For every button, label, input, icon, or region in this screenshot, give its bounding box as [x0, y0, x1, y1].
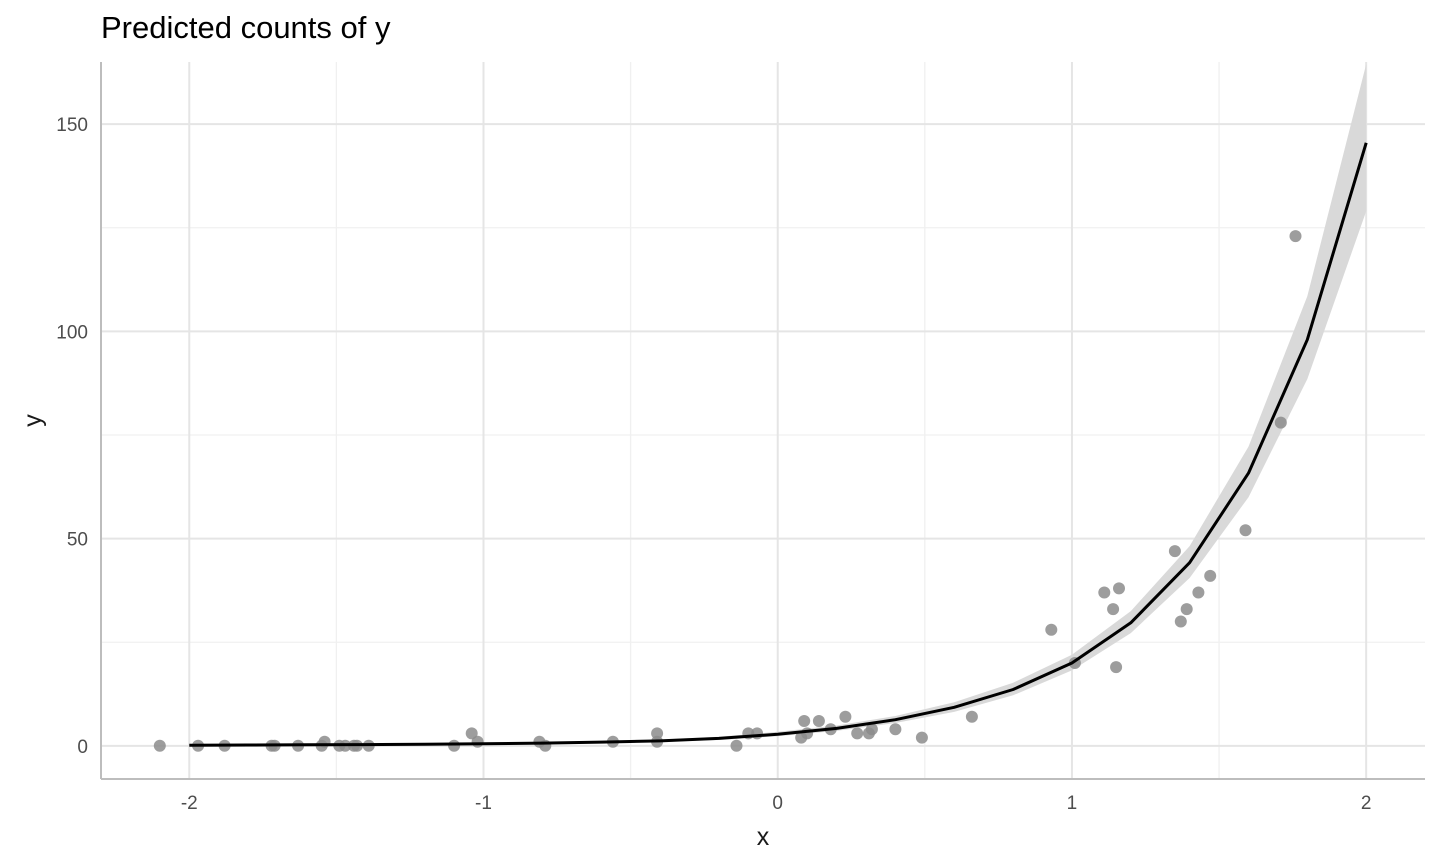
grid-minor: [101, 62, 1425, 779]
fit-line-layer: [189, 142, 1368, 747]
data-point: [1192, 586, 1205, 599]
x-tick-label: 0: [772, 793, 783, 814]
x-tick-label: -1: [475, 793, 492, 814]
tick-labels: -2 -1 0 1 2 0 50 100 150: [56, 115, 1371, 814]
fit-line: [189, 142, 1368, 747]
data-point: [448, 739, 461, 752]
x-tick-label: -2: [181, 793, 198, 814]
data-point: [1107, 603, 1120, 616]
x-axis-title: x: [757, 823, 770, 851]
chart-title: Predicted counts of y: [101, 10, 391, 45]
data-point: [1098, 586, 1111, 599]
y-tick-label: 0: [77, 737, 88, 758]
y-tick-label: 50: [67, 530, 88, 551]
data-point: [651, 727, 664, 740]
data-point: [889, 723, 902, 736]
data-point: [801, 727, 814, 740]
y-tick-label: 150: [56, 115, 88, 136]
y-axis-title: y: [19, 414, 47, 427]
grid-major: [101, 62, 1425, 779]
data-point: [730, 739, 743, 752]
data-point: [1204, 569, 1217, 582]
data-point: [1180, 603, 1193, 616]
data-point: [915, 731, 928, 744]
data-point: [1113, 582, 1125, 595]
data-point: [751, 727, 764, 740]
data-point: [471, 735, 484, 748]
data-point: [798, 715, 811, 727]
x-tick-label: 1: [1067, 793, 1078, 814]
data-point: [851, 727, 864, 740]
data-point: [965, 710, 978, 723]
data-point: [812, 715, 825, 727]
y-tick-label: 100: [56, 322, 88, 343]
data-point: [1289, 230, 1302, 243]
points-layer: [153, 230, 1302, 752]
data-point: [1110, 661, 1123, 674]
x-tick-label: 2: [1361, 793, 1372, 814]
axes: [100, 62, 1425, 780]
data-point: [1239, 524, 1252, 537]
data-point: [865, 723, 878, 736]
data-point: [839, 710, 852, 723]
data-point: [1274, 416, 1287, 429]
data-point: [1045, 623, 1058, 636]
data-point: [1174, 615, 1187, 628]
data-point: [465, 727, 478, 740]
data-point: [153, 739, 166, 752]
data-point: [1168, 545, 1181, 558]
